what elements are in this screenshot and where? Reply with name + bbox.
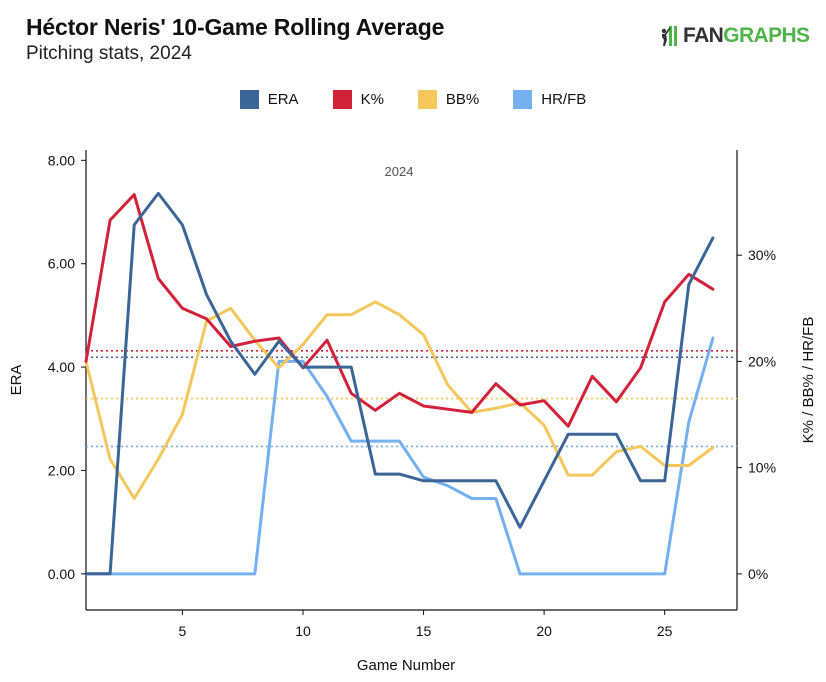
fangraphs-logo[interactable]: FAN GRAPHS (660, 24, 810, 48)
x-axis-label: Game Number (357, 657, 455, 674)
legend-swatch-k-pct (332, 90, 352, 109)
legend-label-era: ERA (267, 91, 299, 108)
y-left-tick-label: 4.00 (48, 359, 75, 375)
y-left-tick-label: 6.00 (48, 256, 75, 272)
y-right-tick-label: 20% (748, 353, 776, 369)
series-line-era (84, 191, 715, 576)
x-tick-label: 15 (416, 623, 432, 639)
x-tick-label: 20 (536, 623, 552, 639)
logo-text-fan: FAN (683, 24, 724, 47)
series-line-k-pct (84, 193, 715, 428)
legend-label-bb-pct: BB% (445, 91, 480, 108)
x-tick-label: 5 (179, 623, 187, 639)
logo-text-graphs: GRAPHS (723, 24, 810, 47)
legend-item-era[interactable]: ERA (239, 90, 299, 109)
page-subtitle: Pitching stats, 2024 (26, 43, 192, 64)
series-line-hr-fb (84, 336, 715, 576)
legend-swatch-hr-fb (513, 90, 533, 109)
legend-swatch-era (239, 90, 259, 109)
year-annotation: 2024 (385, 164, 414, 179)
axis-ticks: 0.00 2.00 4.00 6.00 8.00 0% 10% 20% 30% 5 10 15 20 25 (48, 152, 776, 639)
y-axis-label-right: K% / BB% / HR/FB (800, 317, 817, 444)
legend-label-hr-fb: HR/FB (541, 91, 587, 108)
legend-item-k-pct[interactable]: K% (332, 90, 384, 109)
y-left-tick-label: 0.00 (48, 566, 75, 582)
y-axis-label-left: ERA (8, 365, 25, 396)
series-lines (84, 191, 715, 576)
y-right-tick-label: 10% (748, 460, 776, 476)
y-left-tick-label: 2.00 (48, 462, 75, 478)
y-right-tick-label: 0% (748, 566, 768, 582)
plot-frame (85, 150, 738, 611)
x-tick-label: 10 (295, 623, 311, 639)
legend-label-k-pct: K% (360, 91, 384, 108)
chart-legend: ERA K% BB% HR/FB (0, 90, 826, 109)
y-right-tick-label: 30% (748, 247, 776, 263)
batter-logo-icon (661, 26, 677, 46)
page-title: Héctor Neris' 10-Game Rolling Average (26, 14, 445, 40)
legend-item-hr-fb[interactable]: HR/FB (513, 90, 586, 109)
legend-swatch-bb-pct (417, 90, 437, 109)
x-tick-label: 25 (657, 623, 673, 639)
legend-item-bb-pct[interactable]: BB% (417, 90, 480, 109)
y-left-tick-label: 8.00 (48, 152, 75, 168)
series-line-bb-pct (84, 300, 715, 500)
